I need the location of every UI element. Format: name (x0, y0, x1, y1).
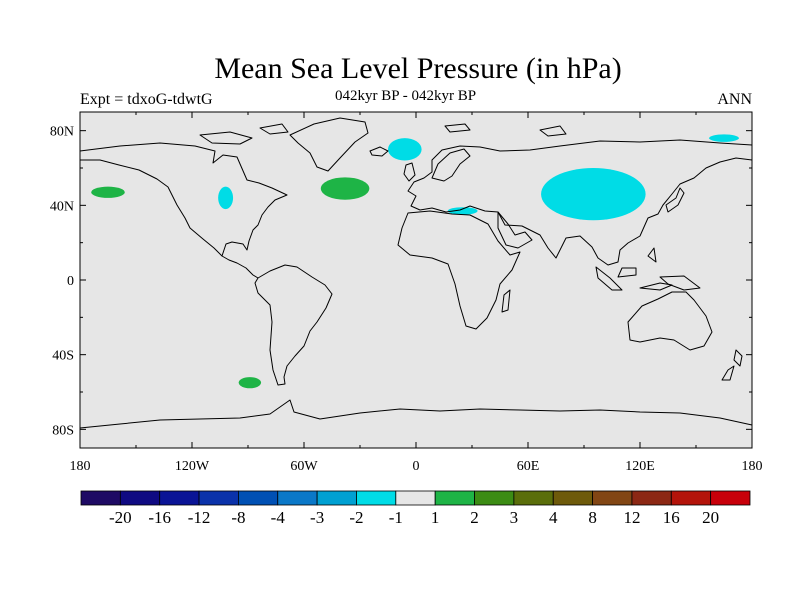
colorbar-swatch (395, 490, 436, 506)
colorbar-label: 16 (663, 508, 680, 527)
colorbar-swatch (513, 490, 554, 506)
x-tick-label: 180 (742, 459, 763, 474)
latitude-axis: 80N 40N 0 40S 80S (50, 125, 752, 438)
coast-japan (665, 187, 685, 213)
coast-arctic-islands (199, 123, 567, 145)
colorbar-label: 8 (588, 508, 597, 527)
colorbar-swatch (277, 490, 318, 506)
coast-indonesia (595, 247, 673, 291)
colorbar-label: -8 (231, 508, 245, 527)
x-tick-label: 120W (175, 459, 210, 474)
colorbar-label: -12 (188, 508, 211, 527)
season-label: ANN (717, 91, 752, 108)
colorbar-swatch (80, 490, 121, 506)
anomaly-north-atlantic-positive (320, 177, 370, 200)
colorbar-label: -16 (148, 508, 171, 527)
colorbar-label: -20 (109, 508, 132, 527)
coast-antarctica (79, 399, 753, 429)
coast-africa (397, 210, 521, 330)
map-background (80, 112, 752, 448)
x-tick-label: 180 (70, 459, 91, 474)
x-tick-label: 60W (290, 459, 318, 474)
anomaly-north-pacific-positive (91, 186, 125, 198)
map-title: Mean Sea Level Pressure (in hPa) (214, 52, 622, 85)
anomaly-fills (91, 134, 739, 389)
colorbar-swatch (552, 490, 593, 506)
colorbar-swatch (474, 490, 515, 506)
anomaly-eurasia-negative (541, 168, 646, 221)
colorbar-label: -1 (389, 508, 403, 527)
experiment-label: Expt = tdxoG-tdwtG (80, 91, 213, 108)
colorbar-label: 1 (431, 508, 440, 527)
y-tick-label: 40N (50, 199, 74, 214)
colorbar-label: 3 (510, 508, 519, 527)
anomaly-northeast-pacific-negative (218, 186, 234, 210)
colorbar-swatch (592, 490, 633, 506)
colorbar-swatch (356, 490, 397, 506)
coast-madagascar (501, 289, 511, 313)
coast-new-zealand (721, 349, 743, 381)
colorbar-swatch (159, 490, 200, 506)
x-tick-label: 60E (517, 459, 540, 474)
longitude-axis: 180 120W 60W 0 60E 120E 180 (70, 112, 763, 474)
coast-iceland (369, 146, 389, 157)
colorbar-swatch (631, 490, 672, 506)
colorbar-label: -3 (310, 508, 324, 527)
y-tick-label: 80S (52, 423, 74, 438)
colorbar: -20 -16 -12 -8 -4 -3 -2 -1 1 2 3 4 8 12 16 20 (80, 490, 751, 527)
coast-scandinavia (431, 148, 471, 182)
colorbar-swatch (316, 490, 357, 506)
coast-south-america (254, 264, 333, 386)
coast-greenland (289, 117, 369, 172)
colorbar-label: -2 (349, 508, 363, 527)
colorbar-swatch (238, 490, 279, 506)
anomaly-arctic-siberia-negative (709, 134, 739, 142)
colorbar-label: 12 (623, 508, 640, 527)
map-area (79, 111, 753, 449)
x-tick-label: 120E (625, 459, 655, 474)
colorbar-swatch (670, 490, 712, 506)
coast-central-america (221, 255, 259, 279)
y-tick-label: 0 (67, 274, 74, 289)
coastlines (79, 117, 753, 429)
colorbar-label: -4 (271, 508, 286, 527)
colorbar-label: 4 (549, 508, 558, 527)
y-tick-label: 40S (52, 349, 74, 364)
anomaly-nordic-seas-negative (388, 138, 422, 161)
period-label: 042kyr BP - 042kyr BP (335, 88, 477, 104)
coast-australia (627, 291, 713, 351)
colorbar-swatch (198, 490, 239, 506)
colorbar-label: 2 (470, 508, 479, 527)
coast-eurasia (407, 139, 753, 266)
x-tick-label: 0 (413, 459, 420, 474)
coast-new-guinea (659, 275, 701, 291)
colorbar-swatch (119, 490, 161, 506)
colorbar-label: 20 (702, 508, 719, 527)
anomaly-mediterranean-negative (447, 207, 478, 215)
coast-arabia (497, 211, 533, 249)
y-tick-label: 80N (50, 125, 74, 140)
anomaly-southern-ocean-positive (238, 377, 262, 389)
colorbar-swatch (710, 490, 751, 506)
coast-north-america (79, 142, 288, 257)
coast-uk (403, 162, 416, 182)
colorbar-swatch (434, 490, 475, 506)
